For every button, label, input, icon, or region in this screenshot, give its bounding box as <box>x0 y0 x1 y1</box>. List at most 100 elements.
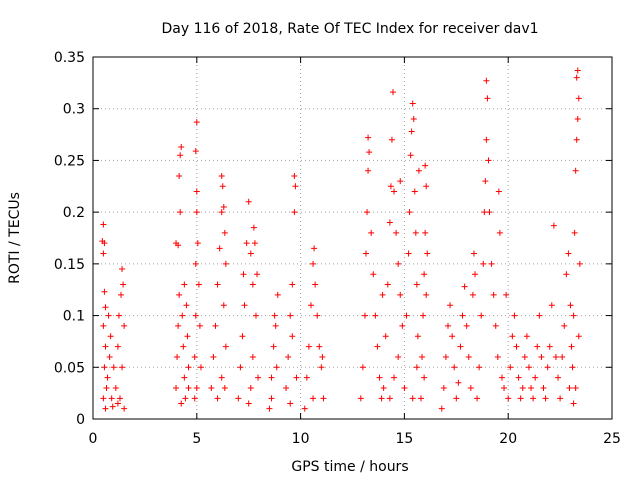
data-point <box>412 229 419 236</box>
y-tick-label: 0.35 <box>54 50 85 66</box>
data-point <box>573 74 580 81</box>
data-point <box>501 384 508 391</box>
data-point <box>399 322 406 329</box>
data-point <box>105 312 112 319</box>
data-point <box>447 302 454 309</box>
data-point <box>116 395 123 402</box>
data-point <box>380 384 387 391</box>
data-point <box>389 89 396 96</box>
data-point <box>532 374 539 381</box>
data-point <box>411 188 418 195</box>
data-point <box>100 322 107 329</box>
data-point <box>530 395 537 402</box>
data-point <box>291 209 298 216</box>
data-point <box>414 333 421 340</box>
data-point <box>449 333 456 340</box>
y-tick-label: 0.3 <box>63 102 85 118</box>
data-point <box>521 353 528 360</box>
data-point <box>178 143 185 150</box>
data-point <box>572 384 579 391</box>
data-point <box>474 395 481 402</box>
data-point <box>372 312 379 319</box>
y-axis: 0 0.05 0.1 0.15 0.2 0.25 0.3 0.35 <box>54 50 612 428</box>
data-point <box>176 291 183 298</box>
data-point <box>395 353 402 360</box>
data-point <box>193 119 200 126</box>
data-point <box>488 260 495 267</box>
data-point <box>517 395 524 402</box>
data-point <box>513 343 520 350</box>
data-point <box>523 333 530 340</box>
y-tick-label: 0.05 <box>54 360 85 376</box>
data-point <box>239 333 246 340</box>
data-point <box>102 343 109 350</box>
data-point <box>102 405 109 412</box>
data-point <box>178 400 185 407</box>
data-point <box>528 384 535 391</box>
data-point <box>183 302 190 309</box>
data-point <box>218 172 225 179</box>
data-point <box>566 384 573 391</box>
data-point <box>109 403 116 410</box>
data-point <box>484 95 491 102</box>
data-point <box>214 281 221 288</box>
data-point <box>106 353 113 360</box>
data-point <box>114 400 121 407</box>
data-point <box>574 116 581 123</box>
data-point <box>397 178 404 185</box>
data-point <box>457 343 464 350</box>
data-point <box>319 353 326 360</box>
data-point <box>195 281 202 288</box>
data-point <box>503 291 510 298</box>
data-point <box>540 384 547 391</box>
data-point <box>379 291 386 298</box>
data-point <box>218 209 225 216</box>
data-point <box>492 322 499 329</box>
data-point <box>181 281 188 288</box>
data-point <box>576 260 583 267</box>
data-point <box>519 384 526 391</box>
data-point <box>237 364 244 371</box>
data-point <box>316 343 323 350</box>
grid-lines <box>93 57 612 419</box>
x-tick-label: 25 <box>603 431 621 447</box>
data-point <box>305 343 312 350</box>
data-point <box>482 178 489 185</box>
data-point <box>376 374 383 381</box>
data-point <box>216 245 223 252</box>
data-point <box>451 364 458 371</box>
data-point <box>197 364 204 371</box>
data-point <box>550 222 557 229</box>
data-point <box>496 229 503 236</box>
y-tick-label: 0.2 <box>63 205 85 221</box>
data-point <box>175 322 182 329</box>
data-point <box>534 343 541 350</box>
data-point <box>310 260 317 267</box>
data-point <box>453 395 460 402</box>
data-point <box>419 353 426 360</box>
data-point <box>291 172 298 179</box>
data-point <box>405 250 412 257</box>
data-point <box>509 333 516 340</box>
data-point <box>235 395 242 402</box>
data-point <box>119 266 126 273</box>
data-point <box>542 395 549 402</box>
data-point <box>196 322 203 329</box>
data-point <box>485 157 492 164</box>
data-point <box>107 333 114 340</box>
data-point <box>469 291 476 298</box>
y-axis-label: ROTI / TECUs <box>7 192 23 284</box>
data-point <box>387 183 394 190</box>
data-point <box>415 167 422 174</box>
data-point <box>243 240 250 247</box>
plot-frame <box>92 56 613 420</box>
data-point <box>115 312 122 319</box>
data-point <box>252 312 259 319</box>
data-point <box>544 364 551 371</box>
data-point <box>270 343 277 350</box>
data-point <box>179 312 186 319</box>
data-point <box>193 209 200 216</box>
data-point <box>268 395 275 402</box>
data-point <box>365 167 372 174</box>
data-point <box>378 395 385 402</box>
